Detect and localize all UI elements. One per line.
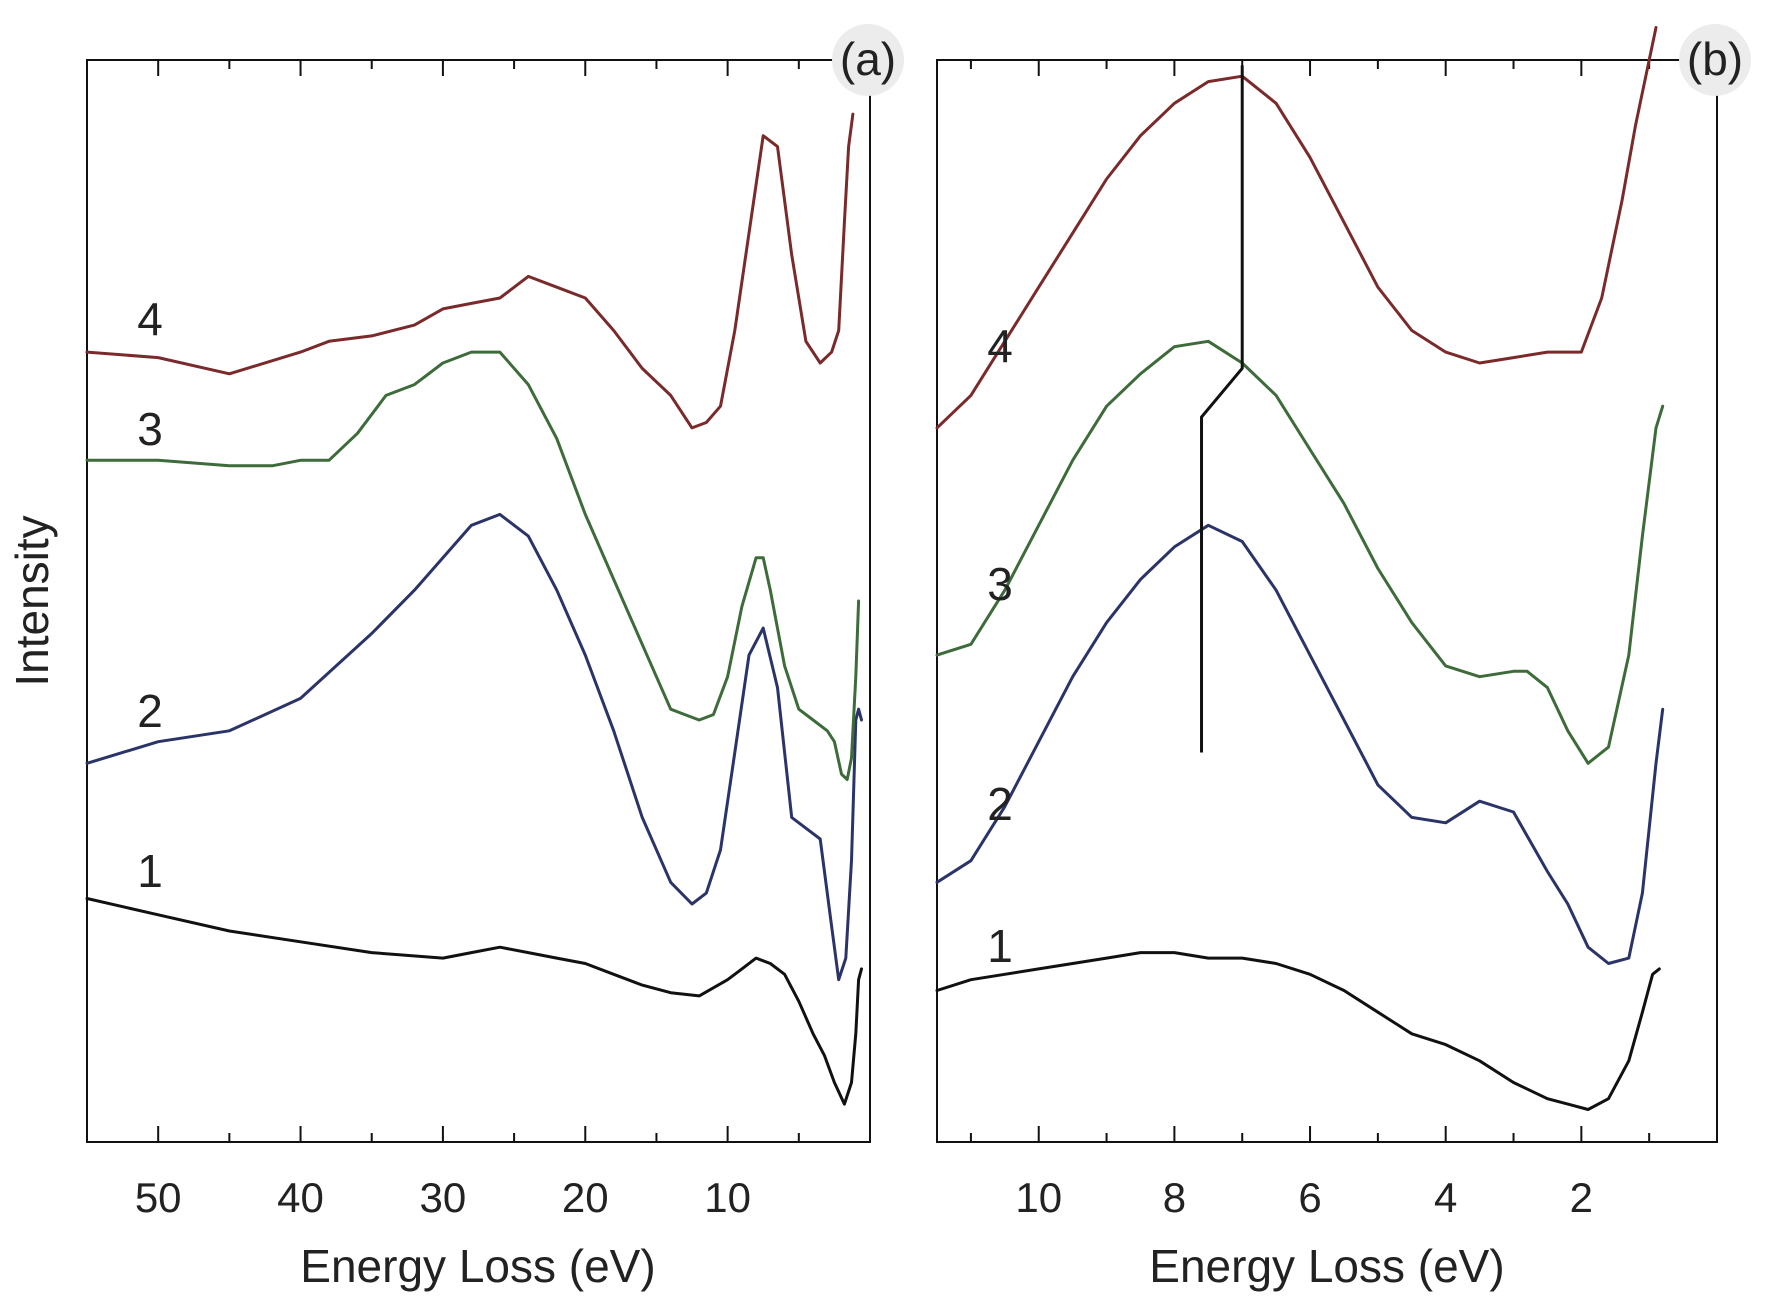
panel-a-ticks: 50 40 30 20 10	[135, 60, 800, 1221]
panel-b-label: (b)	[1687, 33, 1743, 85]
curve-label-1: 1	[137, 845, 163, 897]
x-tick-label: 8	[1163, 1174, 1186, 1221]
x-tick-label: 30	[420, 1174, 467, 1221]
curve-label-4: 4	[137, 293, 163, 345]
panel-a-curve-labels: 1 2 3 4	[137, 293, 163, 897]
curve-label-4: 4	[987, 320, 1013, 372]
x-tick-label: 2	[1570, 1174, 1593, 1221]
panel-a-frame	[86, 59, 871, 1143]
panel-b: 10 8 6 4 2 1 2 3 4 (b) Energy Loss (eV)	[935, 24, 1751, 1292]
panel-a-series	[85, 112, 863, 1106]
panel-b-series	[935, 26, 1665, 1111]
panel-b-ticks: 10 8 6 4 2	[969, 60, 1651, 1221]
x-tick-label: 6	[1298, 1174, 1321, 1221]
series-line-1	[85, 897, 863, 1106]
curve-label-2: 2	[137, 685, 163, 737]
x-tick-label: 40	[277, 1174, 324, 1221]
series-line-1	[935, 951, 1661, 1111]
panel-b-label-badge	[1679, 24, 1751, 96]
panel-b-frame	[936, 59, 1718, 1143]
series-line-3	[85, 350, 861, 781]
y-axis-label: Intensity	[6, 515, 58, 686]
panel-a-label-badge	[832, 24, 904, 96]
peak-marker-path	[1200, 65, 1244, 753]
series-line-3	[935, 339, 1665, 765]
panel-a-label: (a)	[840, 33, 896, 85]
peak-marker-line	[1200, 65, 1244, 753]
curve-label-1: 1	[987, 920, 1013, 972]
panel-a: 50 40 30 20 10 1 2 3 4 (a) Energy Loss (eV) Int…	[6, 24, 904, 1292]
x-tick-label: 10	[704, 1174, 751, 1221]
panel-b-curve-labels: 1 2 3 4	[987, 320, 1013, 972]
curve-label-3: 3	[987, 558, 1013, 610]
curve-label-2: 2	[987, 778, 1013, 830]
panel-b-x-axis-label: Energy Loss (eV)	[1149, 1240, 1504, 1292]
x-tick-label: 50	[135, 1174, 182, 1221]
series-line-4	[935, 26, 1658, 430]
x-tick-label: 4	[1434, 1174, 1457, 1221]
series-line-2	[85, 512, 863, 982]
panel-a-x-axis-label: Energy Loss (eV)	[300, 1240, 655, 1292]
series-line-4	[85, 112, 855, 430]
curve-label-3: 3	[137, 403, 163, 455]
series-line-2	[935, 523, 1665, 965]
x-tick-label: 10	[1015, 1174, 1062, 1221]
x-tick-label: 20	[562, 1174, 609, 1221]
